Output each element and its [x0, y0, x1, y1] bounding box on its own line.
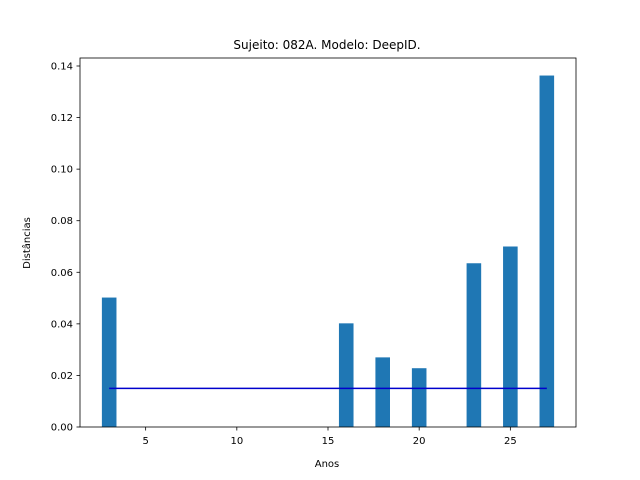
bar-20	[411, 368, 427, 427]
y-axis: 0.00 0.02 0.04 0.06 0.08 0.10 0.12 0.14	[51, 61, 80, 434]
y-tick-label: 0.04	[51, 319, 73, 330]
y-tick-label: 0.14	[51, 61, 73, 72]
chart-title: Sujeito: 082A. Modelo: DeepID.	[233, 38, 420, 52]
bar-27	[539, 75, 555, 427]
x-tick-label: 20	[413, 436, 426, 447]
x-tick-label: 25	[504, 436, 517, 447]
x-tick-label: 5	[142, 436, 148, 447]
x-tick-label: 15	[322, 436, 335, 447]
y-tick-label: 0.10	[51, 165, 73, 176]
x-axis-label: Anos	[315, 459, 340, 470]
y-tick-label: 0.06	[51, 268, 73, 279]
bar-16	[338, 323, 354, 427]
plot-frame	[79, 57, 577, 428]
y-axis-label: Distâncias	[21, 217, 33, 269]
bar-3	[101, 297, 117, 427]
x-axis: 5 10 15 20 25	[142, 427, 517, 447]
x-tick-label: 10	[230, 436, 243, 447]
y-tick-label: 0.08	[51, 216, 73, 227]
bar-18	[375, 357, 390, 427]
y-tick-label: 0.02	[51, 371, 73, 382]
bar-25	[503, 246, 518, 427]
y-tick-label: 0.12	[51, 113, 73, 124]
bar-23	[466, 263, 482, 427]
y-tick-label: 0.00	[51, 423, 73, 434]
bars-group	[101, 75, 555, 427]
